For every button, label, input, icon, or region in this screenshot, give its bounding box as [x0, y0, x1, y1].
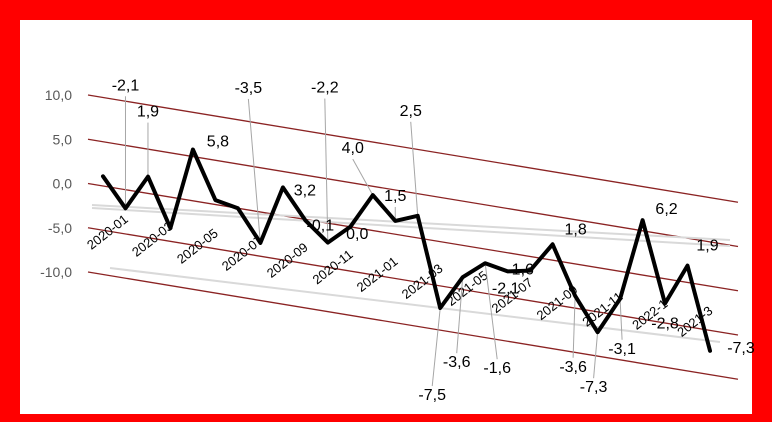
data-point [596, 330, 600, 334]
y-tick-label: 5,0 [53, 131, 73, 147]
data-point [146, 175, 150, 179]
leader-line [456, 277, 464, 354]
data-label: -7,3 [580, 379, 608, 396]
data-label: -2,2 [311, 80, 339, 97]
x-tick-label: 2021-3 [674, 303, 715, 340]
data-point [168, 226, 172, 230]
gridline-3 [87, 227, 739, 336]
data-label: -2,8 [651, 316, 679, 333]
data-point [393, 219, 397, 223]
data-point [416, 214, 420, 218]
data-point [686, 264, 690, 268]
data-point [708, 349, 712, 353]
data-label: -7,5 [418, 387, 446, 404]
leader-line [431, 307, 441, 387]
data-label: -3,6 [443, 354, 471, 371]
floor-line-top [91, 204, 731, 241]
x-tick-label: 2020-05 [174, 225, 221, 266]
data-point [326, 241, 330, 245]
data-point [573, 294, 577, 298]
data-point [123, 206, 127, 210]
data-label: 1,5 [384, 188, 406, 205]
floor-line-mid [91, 207, 731, 247]
label-leader-lines [124, 96, 623, 387]
data-point [438, 306, 442, 310]
series-line [101, 147, 712, 353]
data-label: -3,1 [608, 341, 636, 358]
data-label: -3,6 [559, 359, 587, 376]
y-axis-ticks: 10,0 5,0 0,0 -5,0 -10,0 [40, 87, 72, 280]
data-point [483, 261, 487, 265]
data-point [528, 269, 532, 273]
data-label: -3,5 [235, 80, 263, 97]
data-point [461, 275, 465, 279]
y-tick-label: -5,0 [48, 220, 72, 236]
data-label: -1,6 [506, 262, 534, 279]
data-point [213, 198, 217, 202]
data-label: 3,2 [294, 182, 316, 199]
floor-line-bottom [109, 267, 721, 343]
data-point [236, 206, 240, 210]
data-point [371, 193, 375, 197]
data-point [348, 225, 352, 229]
data-labels: -2,1 1,9 5,8 -3,5 3,2 -0,1 -2,2 0,0 4,0 1,5 2,5 -7,… [112, 77, 755, 404]
data-point [101, 174, 105, 178]
data-label: -2,1 [112, 77, 140, 94]
leader-line [410, 121, 419, 216]
leader-line [593, 332, 599, 379]
y-tick-label: -10,0 [40, 264, 72, 280]
data-point [191, 148, 195, 152]
data-point [303, 218, 307, 222]
data-point [506, 269, 510, 273]
data-label: 6,2 [655, 201, 677, 218]
leader-line [484, 263, 498, 360]
leader-line [572, 295, 576, 358]
x-tick-label: 2020-01 [84, 211, 131, 252]
data-point [641, 218, 645, 222]
data-label: 2,5 [400, 103, 422, 120]
data-label: -0,1 [307, 217, 335, 234]
data-point [551, 242, 555, 246]
gridlines [87, 94, 739, 380]
data-point [618, 297, 622, 301]
x-tick-label: 2020-11 [310, 247, 356, 288]
data-label: 0,0 [346, 226, 368, 243]
series-line-group [101, 147, 712, 353]
x-tick-label: 2020-09 [264, 240, 311, 281]
data-label: 4,0 [342, 140, 364, 157]
leader-line [352, 158, 374, 196]
y-tick-label: 10,0 [45, 87, 72, 103]
data-point [663, 302, 667, 306]
data-point [258, 241, 262, 245]
data-label: -1,6 [483, 360, 511, 377]
data-label: 5,8 [207, 134, 229, 151]
data-label: 1,9 [137, 104, 159, 121]
x-tick-label: 2021-01 [354, 254, 401, 295]
data-label: 1,8 [565, 221, 587, 238]
leader-line [247, 98, 261, 243]
data-label: 1,9 [696, 238, 718, 255]
gridline-4 [87, 271, 739, 380]
gridline-2 [87, 182, 739, 292]
leader-line [619, 298, 623, 340]
data-point [281, 185, 285, 189]
floor-lines [91, 204, 731, 343]
data-label: -7,3 [727, 340, 755, 357]
y-tick-label: 0,0 [53, 176, 73, 192]
leader-line [324, 98, 329, 243]
data-label: -2,1 [492, 280, 520, 297]
